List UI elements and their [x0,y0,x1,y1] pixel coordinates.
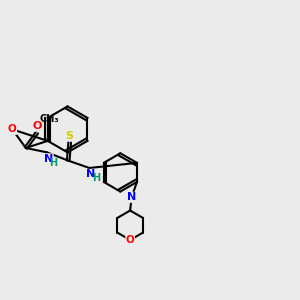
Text: N: N [127,192,136,202]
Text: O: O [32,121,42,131]
Text: CH₃: CH₃ [39,114,59,124]
Text: N: N [86,169,95,179]
Text: N: N [44,154,53,164]
Text: H: H [92,173,100,183]
Text: S: S [66,131,74,141]
Text: O: O [126,235,134,245]
Text: O: O [8,124,17,134]
Text: H: H [50,158,58,168]
